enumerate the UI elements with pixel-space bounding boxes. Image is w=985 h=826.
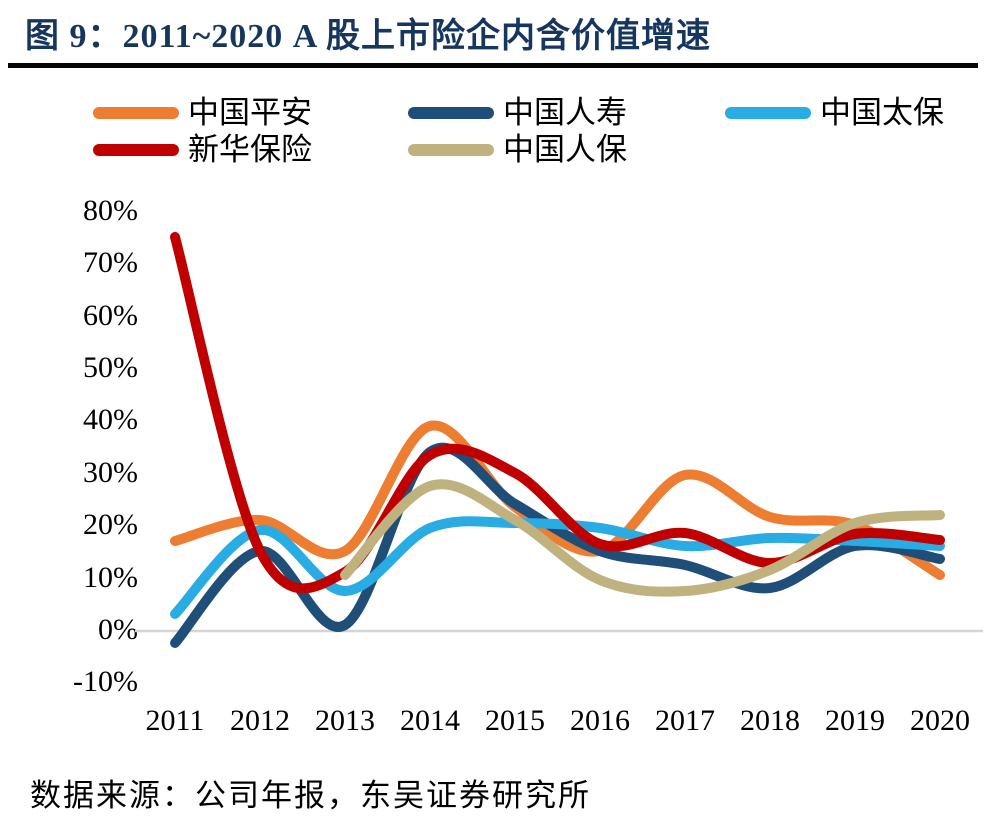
x-tick-2013: 2013 <box>315 704 375 737</box>
x-tick-2015: 2015 <box>485 704 545 737</box>
legend-item-taibao: 中国太保 <box>725 94 944 131</box>
y-tick-10: 10% <box>83 560 138 594</box>
y-tick-40: 40% <box>83 403 138 437</box>
legend-item-pingan: 中国平安 <box>93 94 312 131</box>
y-tick-30: 30% <box>83 455 138 489</box>
title-divider <box>8 63 978 68</box>
legend-label-pingan: 中国平安 <box>188 95 312 130</box>
x-tick-2019: 2019 <box>825 704 885 737</box>
legend-label-xinhua: 新华保险 <box>188 132 312 167</box>
x-tick-2017: 2017 <box>655 704 715 737</box>
chart-title: 图 9：2011~2020 A 股上市险企内含价值增速 <box>25 18 711 55</box>
series-line-pingan <box>170 420 945 580</box>
y-tick-0: 0% <box>98 613 138 646</box>
legend-item-renbao: 中国人保 <box>408 131 627 168</box>
y-tick--10: -10% <box>73 665 138 699</box>
x-tick-2020: 2020 <box>910 704 970 737</box>
x-tick-2014: 2014 <box>400 704 460 737</box>
x-tick-2011: 2011 <box>145 704 205 737</box>
x-tick-2016: 2016 <box>570 704 630 737</box>
x-tick-2012: 2012 <box>230 704 290 737</box>
legend-swatch-xinhua <box>93 143 179 156</box>
y-tick-80: 80% <box>83 193 138 227</box>
series-line-taibao <box>170 516 945 619</box>
y-tick-50: 50% <box>83 351 138 385</box>
legend-label-taibao: 中国太保 <box>820 95 944 130</box>
series-line-renshou <box>170 442 945 648</box>
data-source-note: 数据来源：公司年报，东吴证券研究所 <box>30 778 591 813</box>
line-chart-plot-area <box>135 232 983 648</box>
y-tick-70: 70% <box>83 246 138 280</box>
legend-label-renshou: 中国人寿 <box>503 95 627 130</box>
legend-swatch-taibao <box>725 106 811 119</box>
legend-swatch-renshou <box>408 106 494 119</box>
y-tick-60: 60% <box>83 298 138 332</box>
legend-swatch-renbao <box>408 143 494 156</box>
x-tick-2018: 2018 <box>740 704 800 737</box>
y-tick-20: 20% <box>83 508 138 542</box>
series-line-renbao <box>340 479 945 597</box>
legend-item-xinhua: 新华保险 <box>93 131 312 168</box>
legend-item-renshou: 中国人寿 <box>408 94 627 131</box>
legend-swatch-pingan <box>93 106 179 119</box>
legend-label-renbao: 中国人保 <box>503 132 627 167</box>
